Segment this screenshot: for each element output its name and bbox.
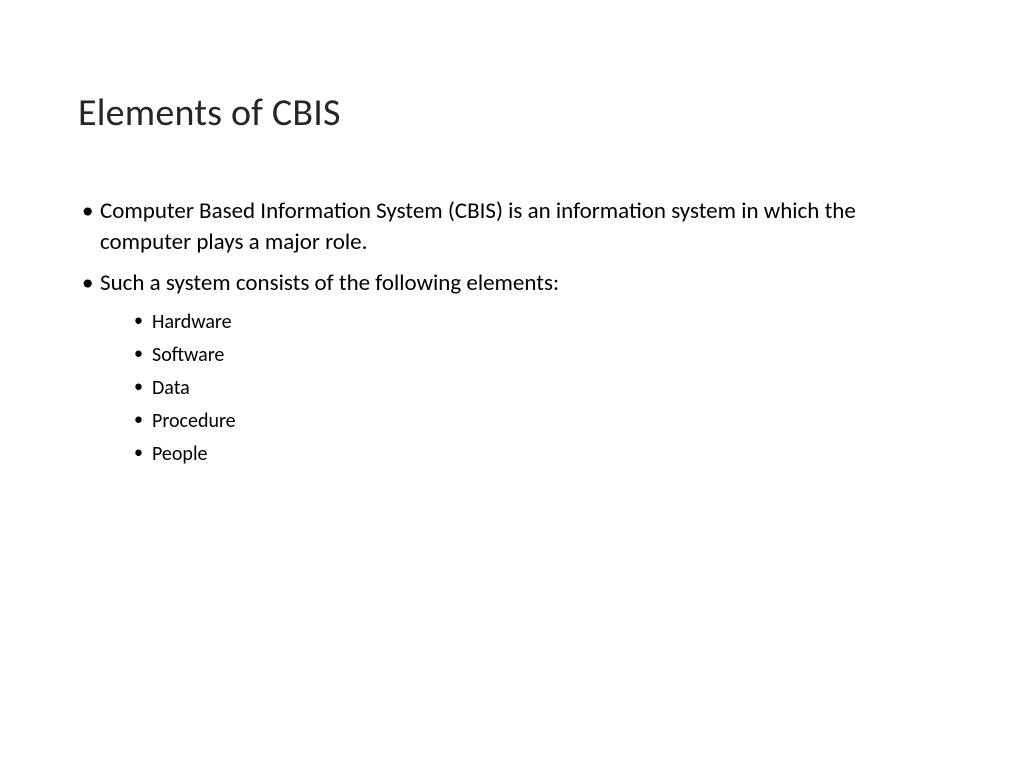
bullet-text: Computer Based Information System (CBIS)… [100,197,856,256]
bullet-item: Such a system consists of the following … [78,268,946,470]
main-bullet-list: Computer Based Information System (CBIS)… [78,196,946,470]
sub-bullet-item: Procedure [132,406,946,437]
bullet-item: Computer Based Information System (CBIS)… [78,196,946,258]
slide-title: Elements of CBIS [78,90,946,136]
bullet-text: Such a system consists of the following … [100,269,559,297]
sub-bullet-item: Software [132,340,946,371]
sub-bullet-item: People [132,439,946,470]
sub-bullet-item: Hardware [132,307,946,338]
sub-bullet-list: Hardware Software Data Procedure People [100,307,946,470]
sub-bullet-item: Data [132,373,946,404]
